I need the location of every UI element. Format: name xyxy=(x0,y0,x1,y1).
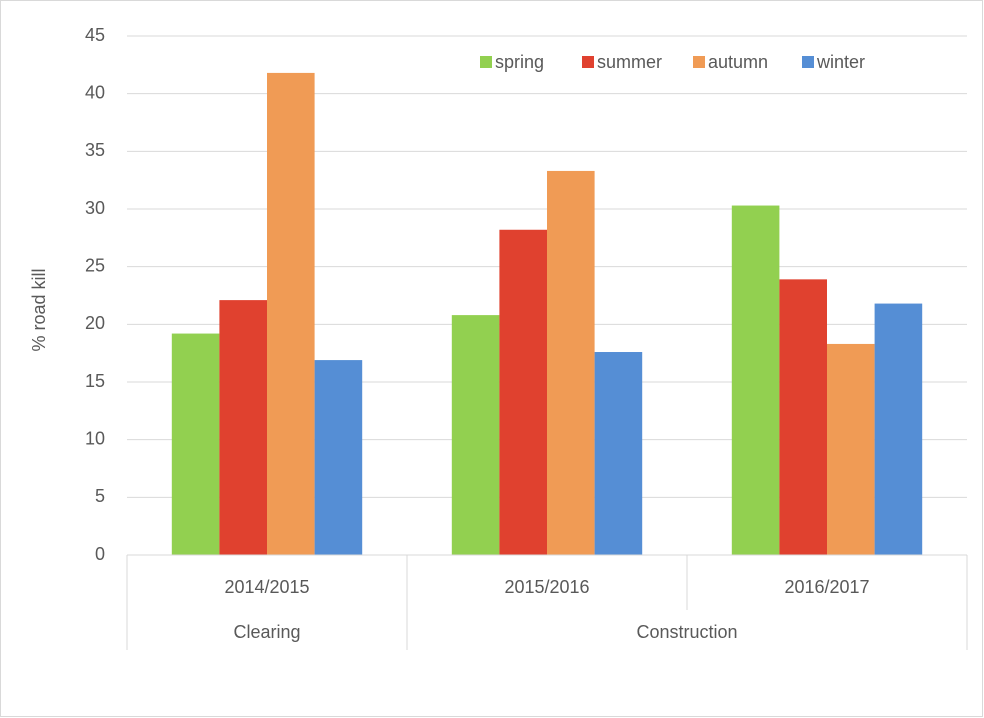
y-tick-label: 35 xyxy=(85,140,105,160)
bar xyxy=(451,315,500,555)
y-tick-label: 15 xyxy=(85,371,105,391)
y-tick-label: 25 xyxy=(85,255,105,275)
y-tick-label: 40 xyxy=(85,82,105,102)
bar xyxy=(314,360,363,555)
legend-swatch xyxy=(802,56,814,68)
bar xyxy=(779,279,827,555)
bar xyxy=(171,333,220,555)
y-tick-label: 20 xyxy=(85,313,105,333)
y-tick-label: 10 xyxy=(85,428,105,448)
x-tick-label: 2014/2015 xyxy=(224,577,309,597)
bar xyxy=(267,72,315,555)
legend-label: summer xyxy=(597,52,662,72)
bar xyxy=(499,229,547,555)
group-label: Construction xyxy=(636,622,737,642)
y-axis-label: % road kill xyxy=(29,268,49,351)
legend-label: spring xyxy=(495,52,544,72)
bar xyxy=(731,205,780,556)
group-label: Clearing xyxy=(233,622,300,642)
legend-swatch xyxy=(582,56,594,68)
bar xyxy=(547,170,595,555)
x-tick-label: 2016/2017 xyxy=(784,577,869,597)
bar xyxy=(219,300,267,555)
y-tick-label: 0 xyxy=(95,544,105,564)
bar xyxy=(594,352,643,555)
legend-label: winter xyxy=(816,52,865,72)
y-tick-label: 5 xyxy=(95,486,105,506)
legend-swatch xyxy=(480,56,492,68)
legend-label: autumn xyxy=(708,52,768,72)
bar xyxy=(827,343,875,555)
x-tick-label: 2015/2016 xyxy=(504,577,589,597)
y-tick-label: 30 xyxy=(85,198,105,218)
y-tick-label: 45 xyxy=(85,25,105,45)
bar xyxy=(874,303,923,555)
legend-swatch xyxy=(693,56,705,68)
